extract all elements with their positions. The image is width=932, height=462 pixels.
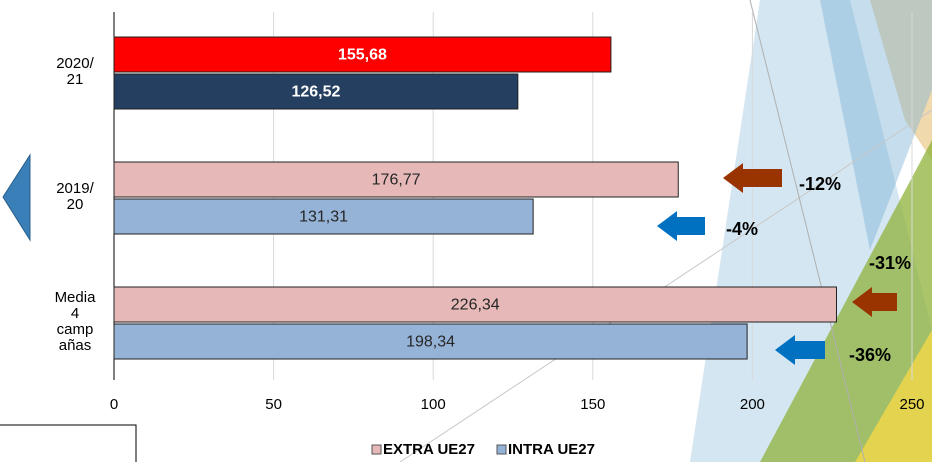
legend-label: EXTRA UE27	[383, 441, 475, 458]
y-tick-label: 2019/20	[56, 180, 94, 213]
bar	[113, 36, 612, 73]
background-decoration	[399, 0, 932, 462]
data-label: 226,34	[451, 297, 500, 314]
bar	[113, 286, 837, 323]
data-label: 198,34	[406, 334, 455, 351]
legend-swatch	[371, 444, 382, 455]
x-tick-label: 50	[265, 396, 282, 413]
annotation-text: -4%	[726, 219, 758, 239]
footer-box	[0, 424, 137, 462]
bar	[113, 73, 519, 110]
annotation-arrow	[852, 287, 897, 317]
nav-arrow[interactable]	[2, 153, 31, 242]
annotation-arrow	[723, 163, 782, 193]
x-tick-label: 250	[899, 396, 924, 413]
y-tick-label: 2020/21	[56, 55, 94, 88]
x-tick-label: 100	[421, 396, 446, 413]
y-tick-label: Media 4 camp añas	[55, 289, 97, 354]
annotation-arrow	[657, 211, 705, 241]
x-tick-label: 150	[580, 396, 605, 413]
x-tick-label: 0	[110, 396, 118, 413]
annotation-text: -31%	[869, 253, 911, 273]
x-tick-label: 200	[740, 396, 765, 413]
legend-label: INTRA UE27	[508, 441, 595, 458]
bar	[113, 323, 748, 360]
data-label: 131,31	[299, 209, 348, 226]
data-label: 155,68	[338, 47, 387, 64]
annotation-text: -36%	[849, 345, 891, 365]
bar	[113, 161, 679, 198]
data-label: 126,52	[291, 84, 340, 101]
bar	[113, 198, 534, 235]
data-label: 176,77	[372, 172, 421, 189]
annotation-text: -12%	[799, 174, 841, 194]
annotation-arrow	[775, 335, 825, 365]
legend-swatch	[496, 444, 507, 455]
